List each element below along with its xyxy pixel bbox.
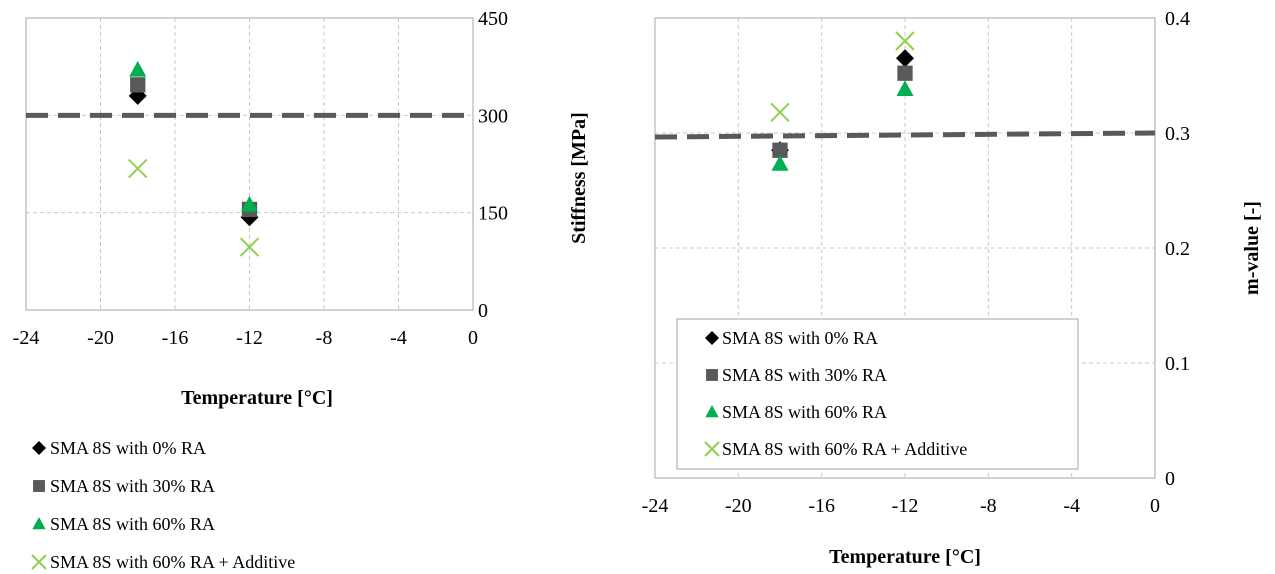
x-tick-label: 0 — [1150, 495, 1160, 517]
x-tick-label: -20 — [87, 327, 114, 349]
legend-label: SMA 8S with 0% RA — [722, 328, 878, 348]
x-tick-label: -16 — [808, 495, 835, 517]
legend-label: SMA 8S with 60% RA + Additive — [722, 439, 967, 459]
x-axis-title: Temperature [°C] — [181, 387, 333, 409]
y-tick-label: 450 — [478, 8, 508, 30]
legend-marker — [33, 480, 45, 492]
legend-marker-stroke-b — [31, 554, 47, 570]
data-point-s2-p1 — [772, 142, 788, 158]
legend-marker — [705, 331, 719, 345]
data-point-s4-p1 — [128, 158, 148, 179]
y-tick-label: 0 — [478, 300, 488, 322]
y-tick-label: 0.1 — [1165, 353, 1190, 375]
data-point-s1-p2 — [896, 49, 914, 68]
x-tick-label: -4 — [390, 327, 407, 349]
x-tick-label: -20 — [725, 495, 752, 517]
x-tick-label: -12 — [892, 495, 919, 517]
data-point-s4-p1-stroke-b — [128, 158, 148, 179]
data-point-s3-p1 — [129, 60, 147, 77]
y-axis-title: Stiffness [MPa] — [568, 112, 590, 244]
chart-2: -24 -20 -16 -12 -8 -4 00 0.1 0.2 0.3 0.4 Temperatur… — [642, 8, 1263, 568]
data-point-s4-p2-stroke-b — [239, 237, 260, 257]
x-axis-title: Temperature [°C] — [829, 546, 981, 568]
legend-label: SMA 8S with 0% RA — [50, 438, 206, 458]
chart-1: -24 -20 -16 -12 -8 -4 00 150 300 450 Temperature [… — [13, 8, 590, 572]
x-tick-label: 0 — [468, 327, 478, 349]
x-tick-label: -16 — [162, 327, 189, 349]
legend-label: SMA 8S with 60% RA + Additive — [50, 552, 295, 572]
legend-marker — [31, 554, 47, 570]
data-point-s4-p1 — [770, 102, 790, 123]
legend-marker-stroke-b — [704, 441, 720, 457]
data-point-s4-p2 — [895, 31, 915, 51]
y-tick-label: 150 — [478, 203, 508, 225]
x-tick-label: -24 — [642, 495, 669, 517]
data-point-s2-p2 — [897, 65, 913, 81]
data-point-s4-p2 — [239, 237, 260, 257]
y-tick-label: 0 — [1165, 468, 1175, 490]
x-tick-label: -24 — [13, 327, 40, 349]
y-tick-label: 0.3 — [1165, 123, 1190, 145]
legend-marker — [704, 441, 720, 457]
x-tick-label: -4 — [1063, 495, 1080, 517]
y-tick-label: 0.4 — [1165, 8, 1190, 30]
legend-label: SMA 8S with 30% RA — [50, 476, 215, 496]
data-point-s3-p1 — [771, 155, 789, 171]
y-tick-label: 300 — [478, 105, 508, 127]
data-point-s2-p1 — [130, 77, 146, 93]
legend-marker — [705, 405, 719, 418]
legend-marker — [32, 517, 46, 530]
data-point-s4-p2-stroke-b — [895, 31, 915, 51]
x-tick-label: -8 — [316, 327, 333, 349]
y-tick-label: 0.2 — [1165, 238, 1190, 260]
x-tick-label: -12 — [236, 327, 263, 349]
data-point-s3-p2 — [896, 80, 914, 97]
threshold-line — [654, 130, 1156, 140]
y-axis-title: m-value [-] — [1241, 201, 1263, 295]
legend-label: SMA 8S with 60% RA — [50, 514, 215, 534]
data-point-s3-p2 — [240, 195, 259, 212]
legend-label: SMA 8S with 30% RA — [722, 365, 887, 385]
legend-box — [676, 318, 1079, 470]
legend-marker — [706, 369, 718, 381]
data-point-s4-p1-stroke-b — [770, 102, 790, 123]
legend-label: SMA 8S with 60% RA — [722, 402, 887, 422]
legend-marker — [32, 441, 46, 455]
x-tick-label: -8 — [980, 495, 997, 517]
